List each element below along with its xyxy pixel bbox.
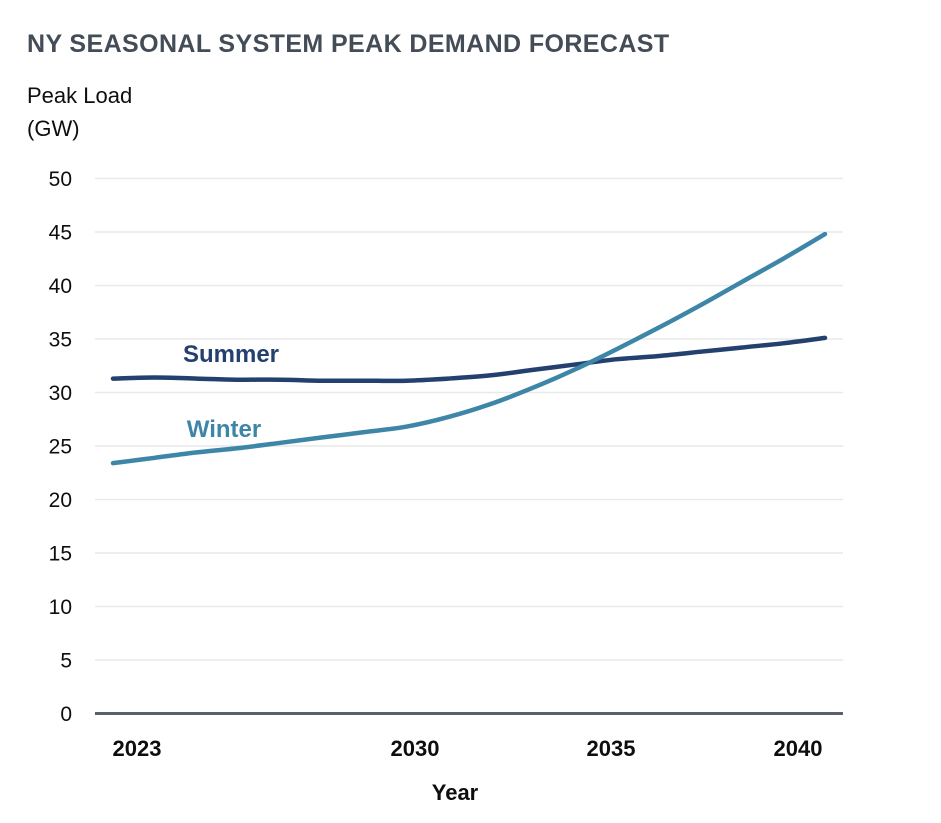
y-axis-unit-line1: Peak Load (27, 83, 133, 108)
series-label-summer: Summer (183, 341, 279, 368)
y-tick-label: 20 (49, 489, 72, 512)
y-axis-unit-label: Peak Load (GW) (27, 79, 132, 145)
x-tick-label: 2030 (391, 736, 440, 761)
y-tick-label: 5 (60, 650, 72, 673)
chart-title: NY SEASONAL SYSTEM PEAK DEMAND FORECAST (27, 30, 670, 58)
y-tick-label: 0 (60, 703, 72, 726)
y-axis-unit-line2: (GW) (27, 116, 80, 141)
y-tick-label: 25 (49, 436, 72, 459)
y-tick-label: 15 (49, 543, 72, 566)
y-tick-label: 10 (49, 596, 72, 619)
x-tick-label: 2040 (774, 736, 823, 761)
y-tick-label: 30 (49, 382, 72, 405)
y-tick-label: 35 (49, 329, 72, 352)
series-label-winter: Winter (187, 416, 261, 443)
y-tick-label: 45 (49, 222, 72, 245)
series-line-summer (110, 335, 828, 384)
series-line-winter (110, 231, 828, 466)
x-tick-label: 2023 (113, 736, 162, 761)
x-tick-label: 2035 (587, 736, 636, 761)
y-tick-label: 40 (49, 275, 72, 298)
x-axis-title: Year (432, 780, 479, 805)
y-tick-label: 50 (49, 168, 72, 191)
